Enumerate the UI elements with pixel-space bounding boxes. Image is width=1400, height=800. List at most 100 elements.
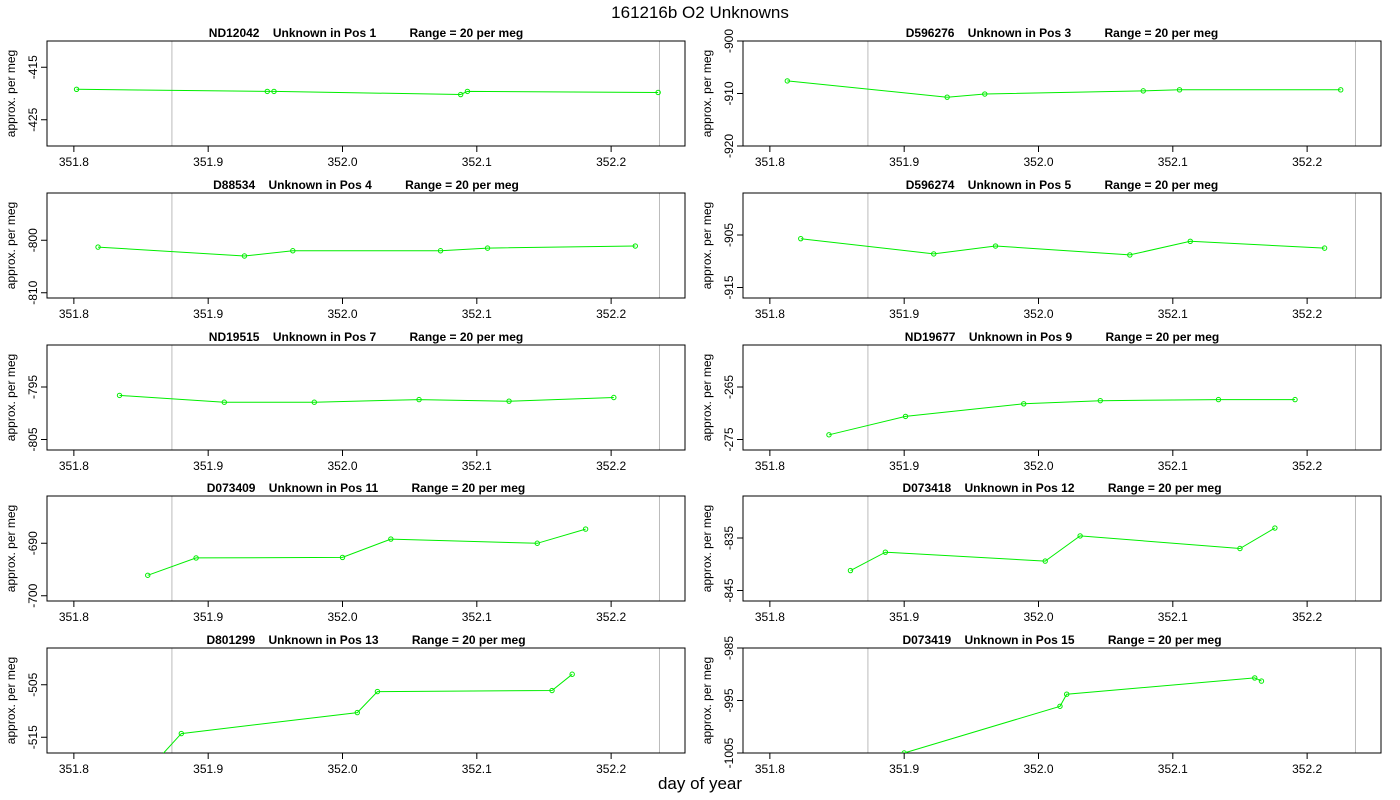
x-tick-label: 351.9 <box>193 459 223 473</box>
data-point <box>1187 238 1193 245</box>
data-point <box>73 86 80 93</box>
data-point <box>944 94 950 100</box>
data-point <box>798 235 804 242</box>
x-tick-label: 352.1 <box>1158 610 1188 624</box>
data-point <box>882 549 889 555</box>
series-line <box>850 527 1276 572</box>
x-tick-label: 352.2 <box>596 762 626 776</box>
series-line <box>828 399 1295 436</box>
series-group <box>116 392 617 405</box>
data-point <box>464 88 471 95</box>
panel-frame <box>742 495 1382 602</box>
x-tick-label: 351.9 <box>889 155 919 169</box>
x-tick-label: 352.2 <box>1292 307 1322 321</box>
data-point <box>902 413 909 420</box>
data-point <box>1140 88 1146 94</box>
data-point <box>290 248 296 254</box>
data-point <box>1338 87 1344 93</box>
series-group <box>901 675 1265 753</box>
y-tick-label: -1005 <box>722 737 736 768</box>
panel-frame <box>46 192 686 299</box>
data-point <box>506 398 512 404</box>
y-axis-label: approx. per meg <box>4 657 18 744</box>
x-tick-label: 351.8 <box>59 610 89 624</box>
series-line <box>800 238 1325 256</box>
data-point <box>847 567 854 574</box>
data-point <box>1252 675 1258 681</box>
x-tick-label: 351.8 <box>755 155 785 169</box>
data-point <box>931 251 937 257</box>
x-tick-label: 351.9 <box>889 610 919 624</box>
x-tick-label: 352.2 <box>1292 155 1322 169</box>
panel-1: ND12042 Unknown in Pos 1 Range = 20 per … <box>4 26 686 169</box>
x-tick-label: 351.9 <box>889 762 919 776</box>
data-point <box>264 88 270 95</box>
panel-frame <box>46 40 686 147</box>
y-tick-label: -845 <box>722 578 736 602</box>
panel-frame <box>742 647 1382 754</box>
series-group <box>160 671 575 753</box>
x-tick-label: 352.0 <box>1023 459 1053 473</box>
data-point <box>1215 396 1222 403</box>
y-tick-label: -275 <box>722 427 736 451</box>
x-tick-label: 351.9 <box>889 307 919 321</box>
data-point <box>1237 545 1243 552</box>
y-tick-label: -690 <box>26 531 40 555</box>
data-point <box>1042 558 1048 564</box>
data-point <box>354 709 360 716</box>
panel-9: D801299 Unknown in Pos 13 Range = 20 per… <box>4 633 686 776</box>
y-tick-label: -905 <box>722 223 736 247</box>
x-tick-label: 352.1 <box>1158 307 1188 321</box>
x-tick-label: 351.8 <box>59 762 89 776</box>
x-axis-label: day of year <box>657 774 743 793</box>
x-tick-label: 351.9 <box>193 307 223 321</box>
x-tick-label: 352.0 <box>1023 610 1053 624</box>
panel-title: D596276 Unknown in Pos 3 Range = 20 per … <box>906 26 1218 40</box>
panel-frame <box>742 40 1382 147</box>
x-tick-label: 352.1 <box>462 762 492 776</box>
x-tick-label: 352.2 <box>596 459 626 473</box>
x-tick-label: 351.8 <box>755 610 785 624</box>
y-axis-label: approx. per meg <box>4 50 18 137</box>
panel-title: ND19677 Unknown in Pos 9 Range = 20 per … <box>905 330 1219 344</box>
data-point <box>549 687 555 694</box>
x-tick-label: 351.9 <box>193 155 223 169</box>
x-tick-label: 351.8 <box>755 762 785 776</box>
panel-title: D073418 Unknown in Pos 12 Range = 20 per… <box>902 481 1221 495</box>
figure-title: 161216b O2 Unknowns <box>611 3 789 22</box>
series-line <box>119 394 614 403</box>
y-tick-label: -915 <box>722 275 736 299</box>
series-line <box>97 245 636 257</box>
series-line <box>904 677 1262 753</box>
x-tick-label: 352.0 <box>327 459 357 473</box>
y-tick-label: -810 <box>26 280 40 304</box>
y-tick-label: -805 <box>26 427 40 451</box>
x-tick-label: 352.0 <box>327 610 357 624</box>
x-tick-label: 352.2 <box>1292 762 1322 776</box>
panel-3: D88534 Unknown in Pos 4 Range = 20 per m… <box>4 178 686 321</box>
x-tick-label: 351.9 <box>889 459 919 473</box>
x-tick-label: 351.9 <box>193 762 223 776</box>
panel-5: ND19515 Unknown in Pos 7 Range = 20 per … <box>4 330 686 473</box>
y-tick-label: -835 <box>722 526 736 550</box>
data-point <box>339 554 346 561</box>
data-point <box>311 399 317 405</box>
x-tick-label: 351.8 <box>755 307 785 321</box>
series-line <box>162 673 573 753</box>
y-tick-label: -425 <box>26 107 40 131</box>
panel-title: ND12042 Unknown in Pos 1 Range = 20 per … <box>209 26 523 40</box>
panel-title: D88534 Unknown in Pos 4 Range = 20 per m… <box>213 178 519 192</box>
x-tick-label: 351.9 <box>193 610 223 624</box>
y-tick-label: -985 <box>722 636 736 660</box>
panel-title: D801299 Unknown in Pos 13 Range = 20 per… <box>206 633 525 647</box>
x-tick-label: 352.2 <box>1292 459 1322 473</box>
x-tick-label: 352.1 <box>462 610 492 624</box>
y-tick-label: -795 <box>26 375 40 399</box>
x-tick-label: 352.2 <box>596 610 626 624</box>
data-point <box>1057 703 1063 709</box>
data-point <box>1321 245 1328 251</box>
y-axis-label: approx. per meg <box>4 354 18 441</box>
x-tick-label: 351.8 <box>59 459 89 473</box>
series-group <box>73 86 661 98</box>
